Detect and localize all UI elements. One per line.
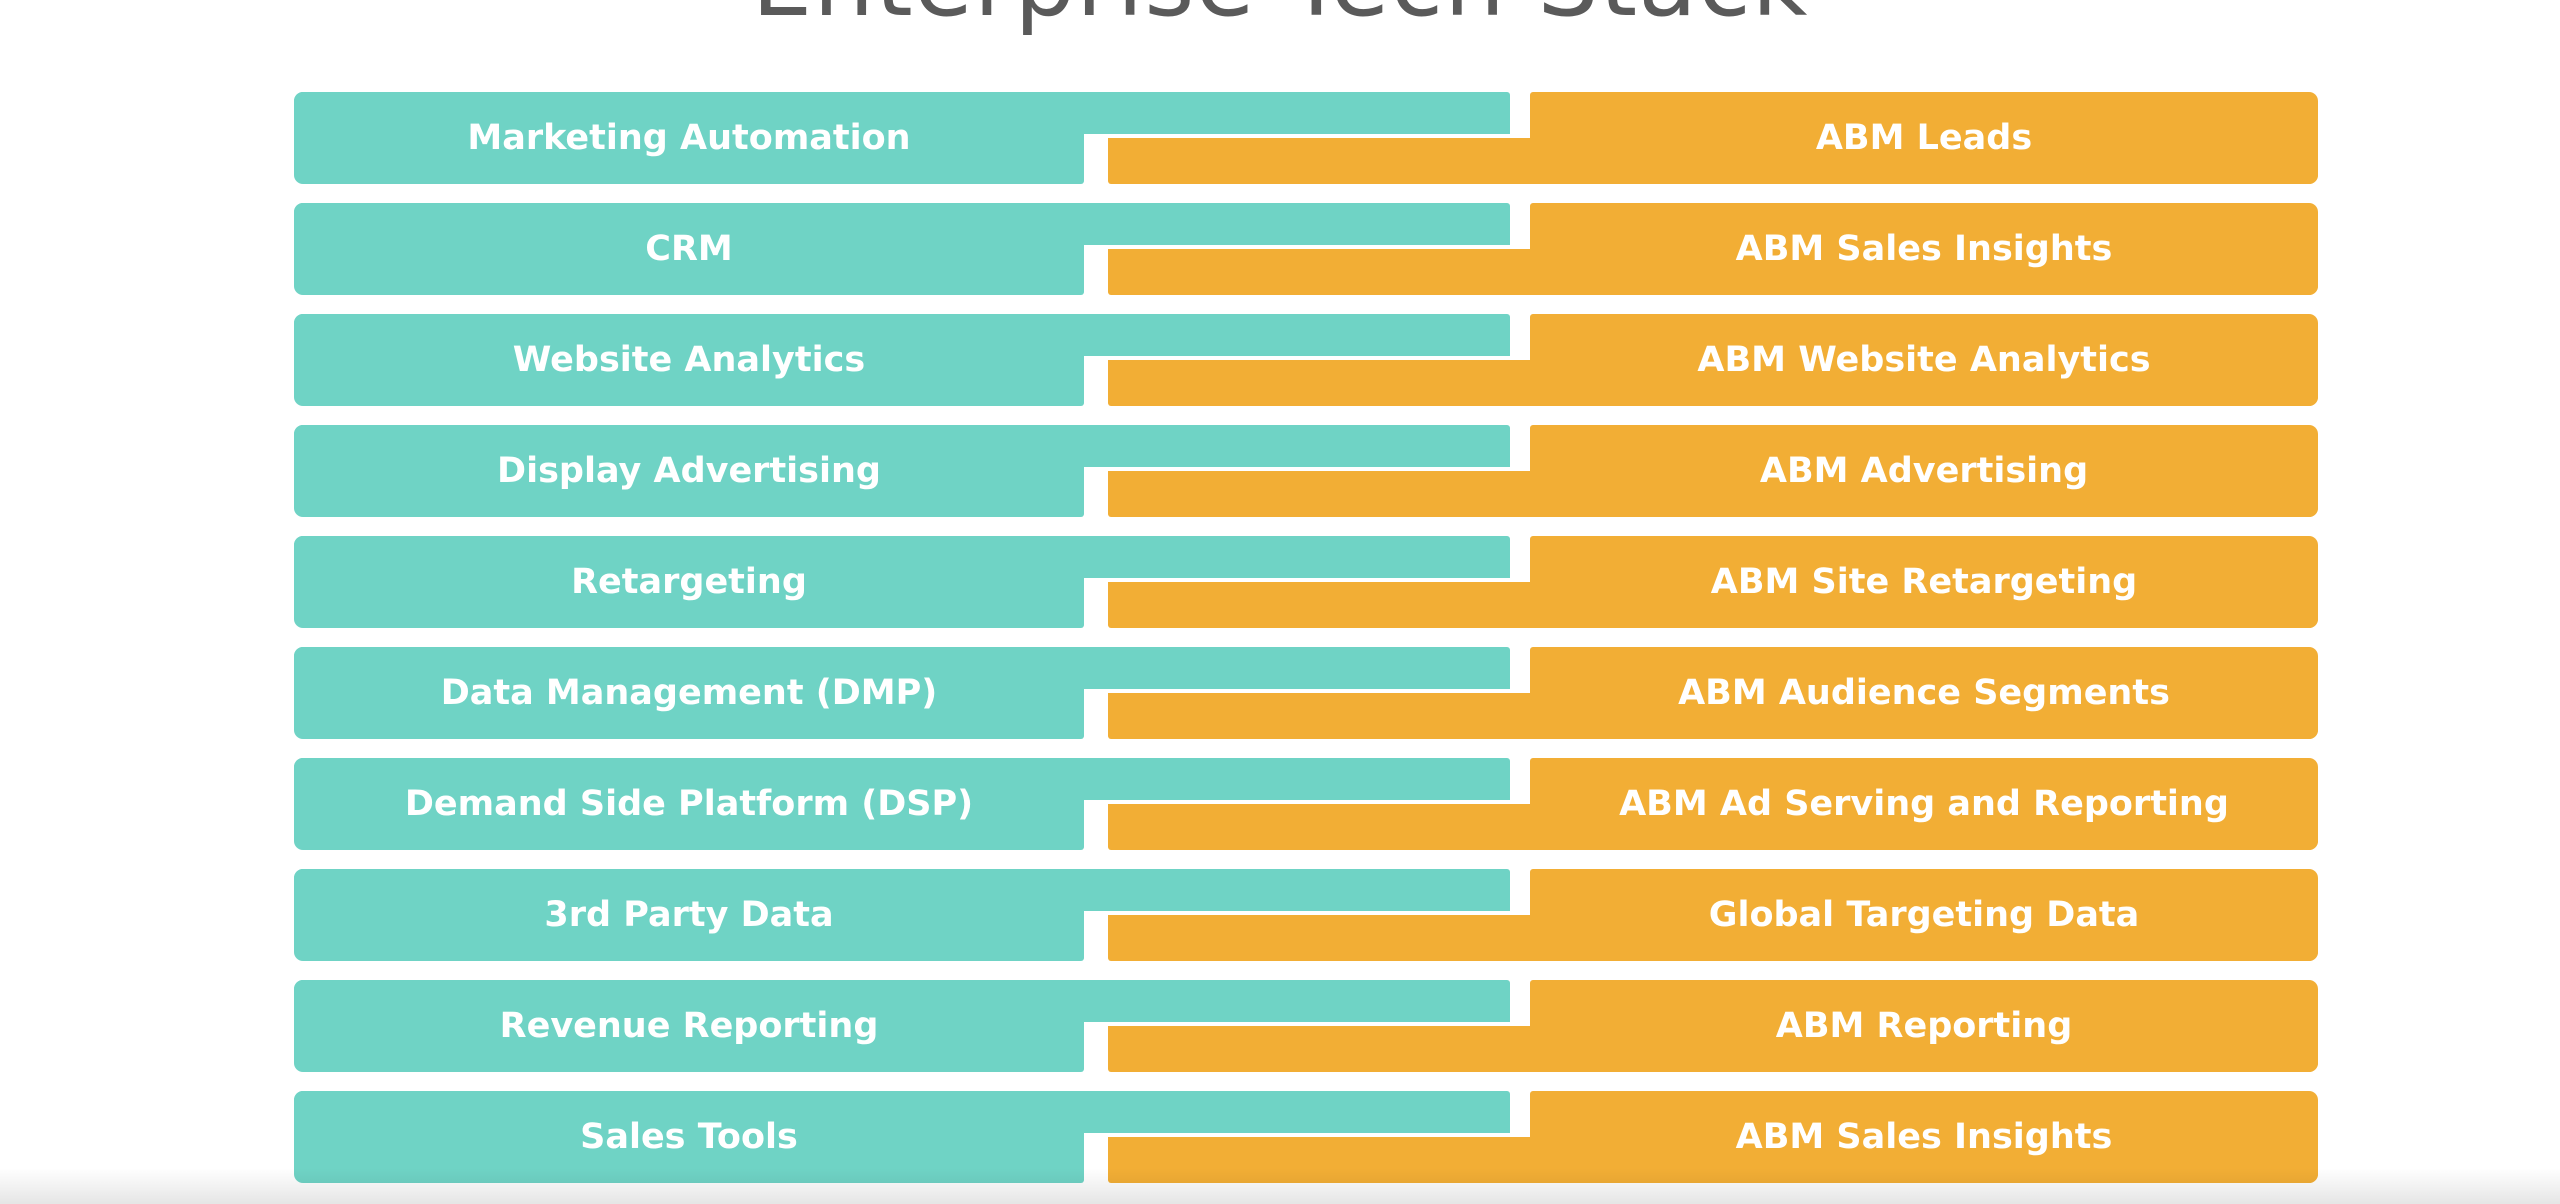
stack-row: Retargeting ABM Site Retargeting bbox=[0, 536, 2560, 628]
right-block bbox=[1530, 869, 2318, 961]
slide-title: Enterprise Tech Stack bbox=[0, 0, 2560, 38]
stack-row: 3rd Party Data Global Targeting Data bbox=[0, 869, 2560, 961]
right-block bbox=[1530, 758, 2318, 850]
abm-equivalent-label: ABM Site Retargeting bbox=[1710, 562, 2138, 602]
stack-row: Data Management (DMP) ABM Audience Segme… bbox=[0, 647, 2560, 739]
right-block bbox=[1530, 536, 2318, 628]
abm-equivalent-label: ABM Sales Insights bbox=[1735, 1117, 2113, 1157]
enterprise-tool-label: Website Analytics bbox=[512, 340, 866, 380]
left-block bbox=[294, 92, 1084, 184]
stack-row: Display Advertising ABM Advertising bbox=[0, 425, 2560, 517]
right-block bbox=[1530, 1091, 2318, 1183]
left-block bbox=[294, 980, 1084, 1072]
left-block bbox=[294, 1091, 1084, 1183]
abm-equivalent-label: Global Targeting Data bbox=[1708, 895, 2140, 935]
enterprise-tool-label: Marketing Automation bbox=[467, 118, 911, 158]
stack-row: Website Analytics ABM Website Analytics bbox=[0, 314, 2560, 406]
abm-equivalent-label: ABM Sales Insights bbox=[1735, 229, 2113, 269]
stack-row: Sales Tools ABM Sales Insights bbox=[0, 1091, 2560, 1183]
enterprise-tool-label: 3rd Party Data bbox=[544, 895, 834, 935]
enterprise-tool-label: Display Advertising bbox=[497, 451, 881, 491]
left-block bbox=[294, 647, 1084, 739]
right-block bbox=[1530, 425, 2318, 517]
abm-equivalent-label: ABM Reporting bbox=[1775, 1006, 2073, 1046]
enterprise-tool-label: Demand Side Platform (DSP) bbox=[404, 784, 974, 824]
left-block bbox=[294, 758, 1084, 850]
left-block bbox=[294, 869, 1084, 961]
enterprise-tool-label: Retargeting bbox=[571, 562, 807, 602]
enterprise-tool-label: CRM bbox=[645, 229, 733, 269]
stack-row: Marketing Automation ABM Leads bbox=[0, 92, 2560, 184]
left-block bbox=[294, 425, 1084, 517]
right-block bbox=[1530, 647, 2318, 739]
right-block bbox=[1530, 92, 2318, 184]
enterprise-tool-label: Revenue Reporting bbox=[499, 1006, 879, 1046]
abm-equivalent-label: ABM Audience Segments bbox=[1678, 673, 2170, 713]
bottom-shade bbox=[0, 1168, 2560, 1204]
right-block bbox=[1530, 314, 2318, 406]
abm-equivalent-label: ABM Leads bbox=[1815, 118, 2033, 158]
stack-row: CRM ABM Sales Insights bbox=[0, 203, 2560, 295]
enterprise-tool-label: Sales Tools bbox=[580, 1117, 798, 1157]
left-block bbox=[294, 314, 1084, 406]
abm-equivalent-label: ABM Ad Serving and Reporting bbox=[1619, 784, 2229, 824]
stack-row: Demand Side Platform (DSP) ABM Ad Servin… bbox=[0, 758, 2560, 850]
left-block bbox=[294, 536, 1084, 628]
right-block bbox=[1530, 203, 2318, 295]
enterprise-tool-label: Data Management (DMP) bbox=[440, 673, 938, 713]
abm-equivalent-label: ABM Website Analytics bbox=[1697, 340, 2151, 380]
right-block bbox=[1530, 980, 2318, 1072]
abm-equivalent-label: ABM Advertising bbox=[1759, 451, 2089, 491]
left-block bbox=[294, 203, 1084, 295]
stack-row: Revenue Reporting ABM Reporting bbox=[0, 980, 2560, 1072]
